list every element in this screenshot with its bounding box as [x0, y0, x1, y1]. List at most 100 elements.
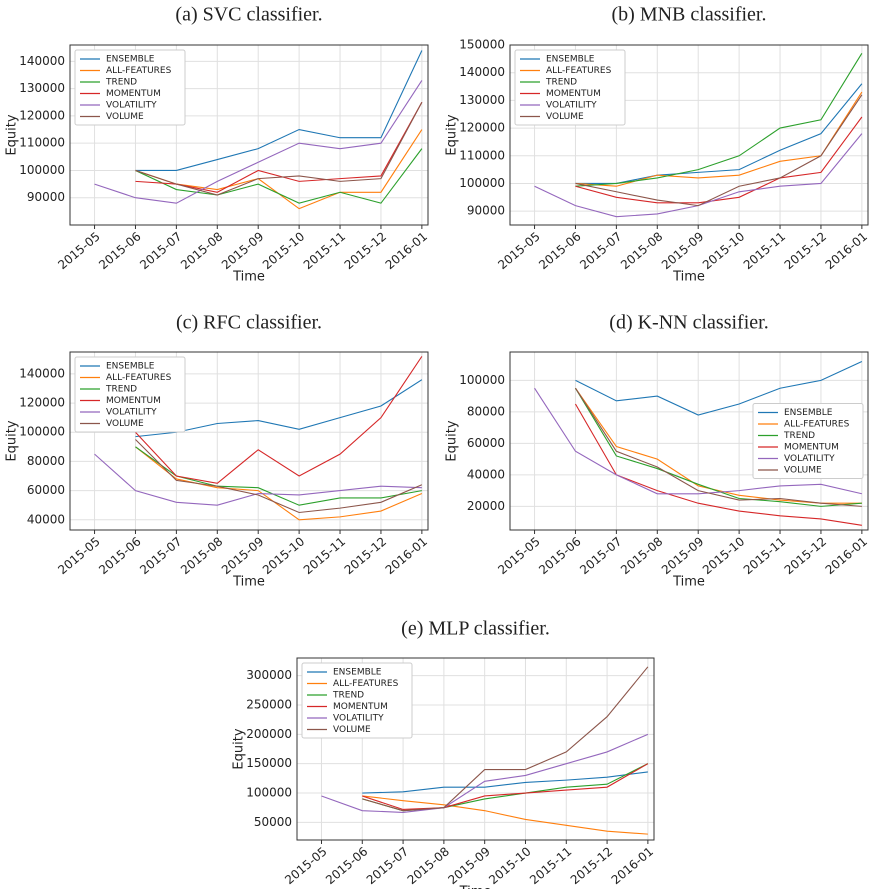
series-line [575, 116, 863, 204]
x-tick-label: 2016-01 [609, 844, 656, 887]
x-tick-label: 2015-11 [741, 229, 788, 272]
y-tick-label: 250000 [246, 697, 292, 711]
series-line [575, 360, 863, 416]
x-tick-label: 2015-09 [659, 229, 706, 272]
x-tick-label: 2015-12 [568, 844, 615, 887]
y-tick-label: 80000 [27, 454, 65, 468]
x-tick-label: 2015-09 [219, 229, 266, 272]
x-tick-label: 2015-08 [178, 229, 225, 272]
x-tick-label: 2015-10 [486, 844, 533, 887]
legend-label: VOLUME [333, 725, 371, 735]
y-tick-label: 200000 [246, 727, 292, 741]
x-axis-label: Time [232, 270, 265, 285]
series-line [362, 771, 648, 794]
series-line [575, 53, 863, 187]
x-tick-label: 2015-10 [700, 229, 747, 272]
legend-label: VOLUME [546, 112, 584, 122]
x-tick-label: 2015-06 [96, 534, 143, 577]
series-line [135, 439, 423, 514]
x-tick-label: 2015-08 [405, 844, 452, 887]
x-tick-label: 2015-12 [782, 229, 829, 272]
x-tick-label: 2015-05 [495, 534, 542, 577]
legend-label: VOLUME [106, 419, 144, 429]
x-tick-label: 2015-10 [700, 534, 747, 577]
plot-frame [69, 351, 429, 531]
legend-label: ALL-FEATURES [333, 679, 399, 689]
legend-label: MOMENTUM [106, 89, 161, 99]
legend-box [74, 49, 186, 126]
legend-label: VOLATILITY [333, 714, 384, 724]
x-tick-label: 2015-12 [782, 534, 829, 577]
y-tick-label: 90000 [27, 190, 65, 204]
legend-label: TREND [105, 385, 137, 395]
series-line [94, 453, 422, 506]
legend-label: VOLATILITY [546, 101, 597, 111]
y-tick-label: 40000 [467, 467, 505, 481]
series-line [135, 50, 423, 172]
x-tick-label: 2015-06 [96, 229, 143, 272]
y-axis-label: Equity [445, 420, 460, 461]
y-tick-label: 300000 [246, 668, 292, 682]
series-line [575, 91, 863, 187]
y-tick-label: 100000 [246, 786, 292, 800]
legend-label: ENSEMBLE [106, 362, 155, 372]
legend-label: MOMENTUM [546, 89, 601, 99]
legend-label: TREND [783, 431, 815, 441]
y-axis-label: Equity [445, 114, 460, 155]
series-line [135, 446, 423, 521]
y-tick-label: 110000 [19, 136, 65, 150]
x-tick-label: 2015-05 [55, 229, 102, 272]
panel-title: (d) K-NN classifier. [609, 312, 768, 334]
y-tick-label: 50000 [254, 815, 292, 829]
series-line [135, 129, 423, 210]
y-axis-label: Equity [5, 114, 20, 155]
x-tick-label: 2015-10 [260, 229, 307, 272]
x-tick-label: 2016-01 [383, 534, 430, 577]
y-tick-label: 90000 [467, 204, 505, 218]
x-tick-label: 2015-11 [741, 534, 788, 577]
panel-title: (b) MNB classifier. [612, 4, 767, 26]
legend-box [752, 403, 864, 479]
panel-title: (c) RFC classifier. [176, 312, 322, 334]
x-tick-label: 2015-07 [577, 229, 624, 272]
x-tick-label: 2016-01 [823, 534, 870, 577]
x-tick-label: 2015-12 [342, 534, 389, 577]
y-tick-label: 120000 [19, 108, 65, 122]
legend-label: VOLUME [784, 466, 822, 476]
x-tick-label: 2016-01 [823, 229, 870, 272]
y-tick-label: 140000 [459, 65, 505, 79]
x-tick-label: 2015-11 [301, 534, 348, 577]
x-tick-label: 2015-06 [536, 229, 583, 272]
y-tick-label: 120000 [459, 121, 505, 135]
x-tick-label: 2015-09 [445, 844, 492, 887]
legend-label: VOLATILITY [106, 408, 157, 418]
legend-label: TREND [332, 691, 364, 701]
y-tick-label: 100000 [19, 425, 65, 439]
y-tick-label: 150000 [459, 38, 505, 52]
y-tick-label: 140000 [19, 54, 65, 68]
y-tick-label: 130000 [19, 81, 65, 95]
series-line [574, 387, 862, 507]
series-line [575, 387, 862, 507]
series-line [575, 94, 863, 207]
x-tick-label: 2015-07 [137, 534, 184, 577]
y-tick-label: 120000 [19, 396, 65, 410]
x-tick-label: 2015-05 [282, 844, 329, 887]
x-tick-label: 2015-07 [364, 844, 411, 887]
y-tick-label: 140000 [19, 366, 65, 380]
y-axis-label: Equity [5, 420, 20, 461]
x-axis-label: Time [672, 270, 705, 285]
legend-label: VOLATILITY [784, 454, 835, 464]
x-tick-label: 2015-06 [536, 534, 583, 577]
x-tick-label: 2015-05 [55, 534, 102, 577]
panel-title: (e) MLP classifier. [401, 618, 550, 640]
series-line [135, 148, 423, 204]
legend-label: ENSEMBLE [546, 55, 595, 65]
series-line [362, 763, 649, 811]
plot-frame [509, 44, 869, 226]
series-line [135, 356, 423, 484]
x-tick-label: 2015-08 [178, 534, 225, 577]
legend-label: ENSEMBLE [333, 668, 382, 678]
legend-label: ALL-FEATURES [106, 373, 172, 383]
